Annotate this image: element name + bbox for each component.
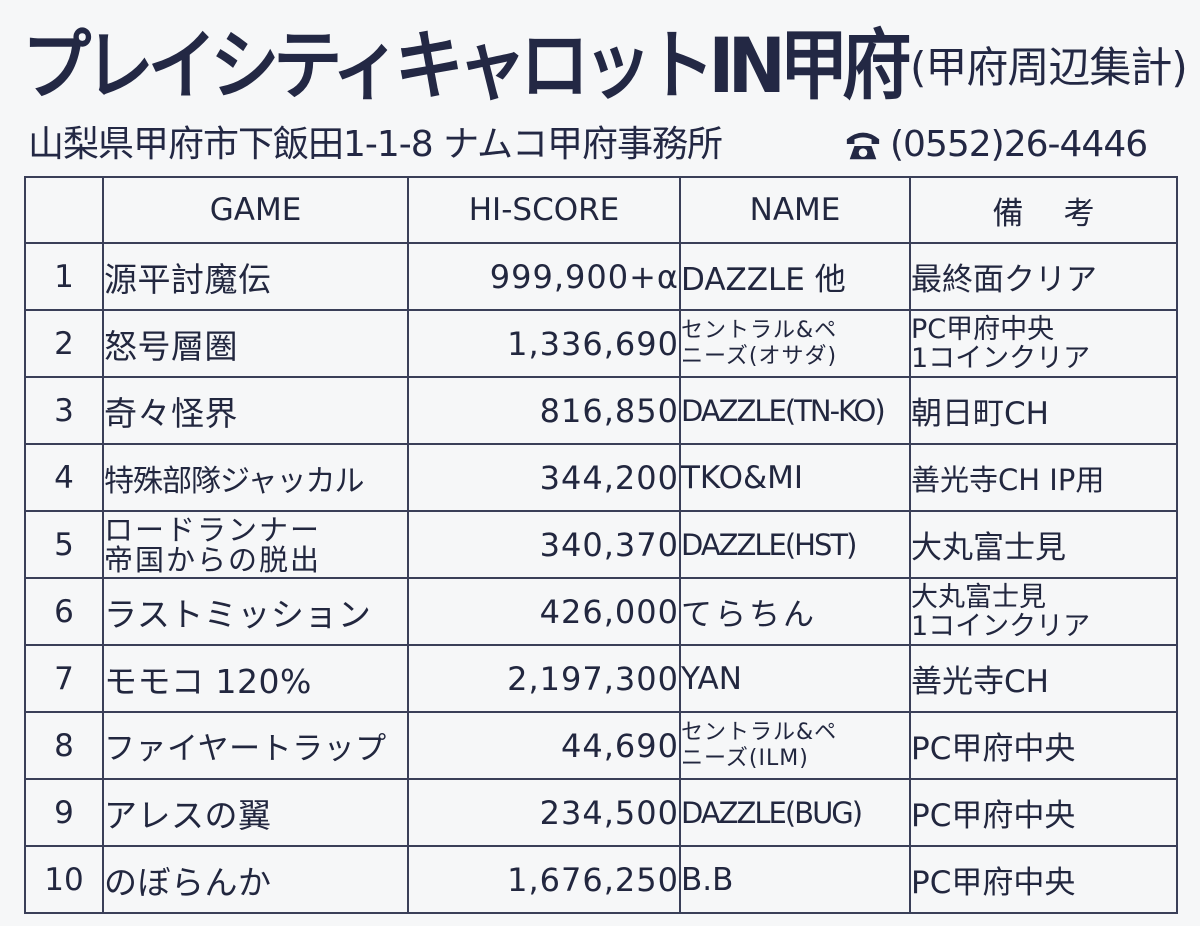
table-row: 9 アレスの翼 234,500 DAZZLE(BUG) PC甲府中央 (24, 778, 1178, 847)
score-header: HI-SCORE (407, 176, 681, 244)
game-header: GAME (102, 176, 409, 244)
name-cell: セントラル&ペ ニーズ(ILM) (679, 711, 911, 780)
game-cell: ラストミッション (102, 577, 409, 646)
game-cell: ファイヤートラップ (102, 711, 409, 780)
score-cell: 344,200 (407, 443, 681, 512)
name-cell: DAZZLE 他 (679, 242, 911, 311)
score-cell: 234,500 (407, 778, 681, 847)
contact-line: 山梨県甲府市下飯田1-1-8 ナムコ甲府事務所 (0552)26-4446 (28, 118, 1168, 172)
remarks-cell: PC甲府中央 1コインクリア (909, 309, 1178, 378)
table-header-row: GAME HI-SCORE NAME 備考 (24, 176, 1178, 244)
score-cell: 816,850 (407, 376, 681, 445)
game-cell: ロードランナー 帝国からの脱出 (102, 510, 409, 579)
rank-cell: 10 (24, 845, 104, 914)
phone-number: (0552)26-4446 (890, 124, 1148, 165)
table-row: 3 奇々怪界 816,850 DAZZLE(TN-KO) 朝日町CH (24, 376, 1178, 445)
table-row: 10 のぼらんか 1,676,250 B.B PC甲府中央 (24, 845, 1178, 914)
remarks-cell: 朝日町CH (909, 376, 1178, 445)
table-row: 1 源平討魔伝 999,900+α DAZZLE 他 最終面クリア (24, 242, 1178, 311)
score-table: GAME HI-SCORE NAME 備考 1 源平討魔伝 999,900+α … (24, 176, 1178, 914)
game-cell: モモコ 120% (102, 644, 409, 713)
name-cell: YAN (679, 644, 911, 713)
page-header: プレイシティキャロットIN甲府 (甲府周辺集計) (22, 20, 1188, 112)
page-subtitle: (甲府周辺集計) (910, 43, 1188, 92)
rank-cell: 6 (24, 577, 104, 646)
rank-cell: 5 (24, 510, 104, 579)
score-cell: 2,197,300 (407, 644, 681, 713)
remarks-cell: 最終面クリア (909, 242, 1178, 311)
score-cell: 1,336,690 (407, 309, 681, 378)
remarks-cell: PC甲府中央 (909, 845, 1178, 914)
table-row: 4 特殊部隊ジャッカル 344,200 TKO&MI 善光寺CH IP用 (24, 443, 1178, 512)
rank-cell: 3 (24, 376, 104, 445)
table-row: 7 モモコ 120% 2,197,300 YAN 善光寺CH (24, 644, 1178, 713)
table-row: 5 ロードランナー 帝国からの脱出 340,370 DAZZLE(HST) 大丸富… (24, 510, 1178, 579)
game-cell: 特殊部隊ジャッカル (102, 443, 409, 512)
name-header: NAME (679, 176, 911, 244)
name-cell: TKO&MI (679, 443, 911, 512)
name-cell: DAZZLE(HST) (679, 510, 911, 579)
game-cell: 怒号層圏 (102, 309, 409, 378)
game-cell: アレスの翼 (102, 778, 409, 847)
remarks-cell: 善光寺CH IP用 (909, 443, 1178, 512)
score-cell: 340,370 (407, 510, 681, 579)
telephone-icon (846, 132, 880, 160)
table-row: 2 怒号層圏 1,336,690 セントラル&ペ ニーズ(オサダ) PC甲府中央 1… (24, 309, 1178, 378)
score-cell: 999,900+α (407, 242, 681, 311)
remarks-cell: 大丸富士見 (909, 510, 1178, 579)
name-cell: てらちん (679, 577, 911, 646)
rank-cell: 8 (24, 711, 104, 780)
remarks-cell: PC甲府中央 (909, 711, 1178, 780)
game-cell: 源平討魔伝 (102, 242, 409, 311)
rank-cell: 1 (24, 242, 104, 311)
rank-cell: 7 (24, 644, 104, 713)
remarks-header: 備考 (909, 176, 1178, 244)
rank-cell: 9 (24, 778, 104, 847)
page-title: プレイシティキャロットIN甲府 (22, 21, 911, 110)
table-row: 8 ファイヤートラップ 44,690 セントラル&ペ ニーズ(ILM) PC甲府中… (24, 711, 1178, 780)
rank-header (24, 176, 104, 244)
name-cell: セントラル&ペ ニーズ(オサダ) (679, 309, 911, 378)
phone-info: (0552)26-4446 (844, 118, 1148, 172)
game-cell: 奇々怪界 (102, 376, 409, 445)
name-cell: DAZZLE(TN-KO) (679, 376, 911, 445)
remarks-cell: PC甲府中央 (909, 778, 1178, 847)
score-cell: 44,690 (407, 711, 681, 780)
table-row: 6 ラストミッション 426,000 てらちん 大丸富士見 1コインクリア (24, 577, 1178, 646)
rank-cell: 2 (24, 309, 104, 378)
score-cell: 1,676,250 (407, 845, 681, 914)
rank-cell: 4 (24, 443, 104, 512)
remarks-cell: 善光寺CH (909, 644, 1178, 713)
name-cell: B.B (679, 845, 911, 914)
remarks-cell: 大丸富士見 1コインクリア (909, 577, 1178, 646)
address-text: 山梨県甲府市下飯田1-1-8 ナムコ甲府事務所 (28, 124, 723, 165)
name-cell: DAZZLE(BUG) (679, 778, 911, 847)
game-cell: のぼらんか (102, 845, 409, 914)
score-cell: 426,000 (407, 577, 681, 646)
